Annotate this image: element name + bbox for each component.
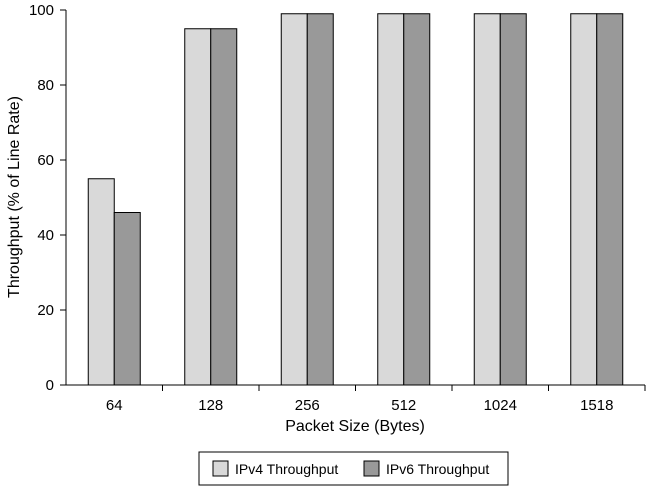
bar-ipv6-128: [210, 28, 238, 386]
bar-ipv4-1024: [473, 13, 501, 386]
bar-ipv4-1518: [570, 13, 598, 386]
legend-label-ipv6: IPv6 Throughput: [386, 461, 489, 477]
x-tick-label: 64: [106, 397, 123, 414]
bar-ipv4-64: [87, 178, 115, 386]
bar-ipv6-1518: [596, 13, 624, 386]
y-tick-label: 80: [37, 77, 54, 94]
y-axis-title: Throughput (% of Line Rate): [6, 96, 23, 298]
bar-ipv4-512: [377, 13, 405, 386]
x-tick-label: 512: [391, 397, 416, 414]
x-tick-label: 256: [295, 397, 320, 414]
bar-ipv4-256: [280, 13, 308, 386]
x-tick-label: 1024: [484, 397, 517, 414]
legend-label-ipv4: IPv4 Throughput: [235, 461, 338, 477]
bar-ipv6-512: [403, 13, 431, 386]
bar-ipv6-256: [306, 13, 334, 386]
y-tick-label: 0: [46, 377, 54, 394]
legend-swatch-ipv4: [212, 460, 229, 477]
y-tick-label: 20: [37, 302, 54, 319]
bars-layer: [87, 13, 624, 386]
legend-box: [198, 451, 509, 486]
y-tick-label: 100: [29, 2, 54, 19]
legend: IPv4 Throughput IPv6 Throughput: [198, 451, 509, 486]
bar-ipv4-128: [184, 28, 212, 386]
bar-ipv6-1024: [499, 13, 527, 386]
y-tick-label: 60: [37, 152, 54, 169]
legend-swatch-ipv6: [363, 460, 380, 477]
x-tick-label: 128: [198, 397, 223, 414]
y-tick-label: 40: [37, 227, 54, 244]
axes-layer: 64 128 256 512 1024 1518 0 20 40 60 80 100: [29, 2, 646, 414]
bar-ipv6-64: [113, 212, 141, 386]
x-tick-label: 1518: [580, 397, 613, 414]
x-axis-title: Packet Size (Bytes): [285, 418, 425, 435]
